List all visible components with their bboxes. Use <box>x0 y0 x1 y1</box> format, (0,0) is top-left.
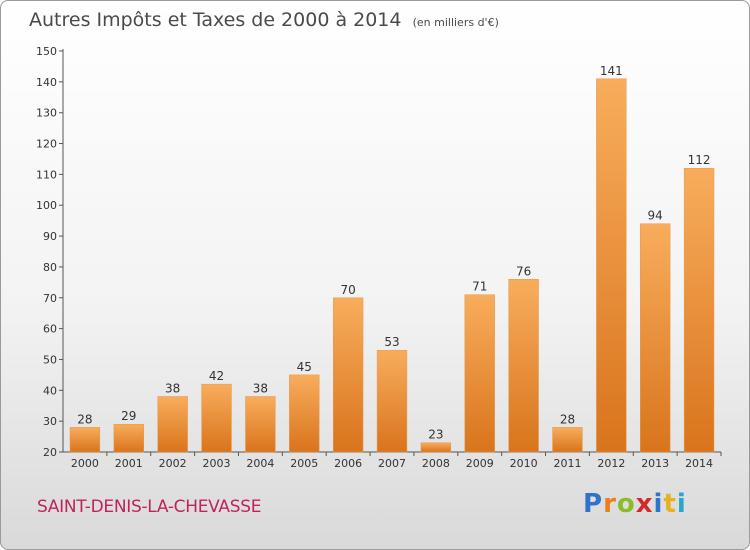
bar <box>69 427 101 453</box>
logo-letter: x <box>635 489 654 519</box>
y-tick-label: 110 <box>36 168 57 181</box>
y-tick-label: 70 <box>43 292 57 305</box>
logo-letter: t <box>663 489 677 519</box>
x-tick-label: 2005 <box>290 457 318 470</box>
x-tick-label: 2008 <box>422 457 450 470</box>
bar <box>157 396 188 453</box>
y-tick-label: 80 <box>43 261 57 274</box>
y-tick-label: 140 <box>36 76 57 89</box>
y-tick-label: 30 <box>43 415 57 428</box>
bar <box>508 279 539 453</box>
bar <box>683 167 715 453</box>
y-tick-label: 130 <box>36 107 57 120</box>
x-tick-label: 2000 <box>71 457 99 470</box>
x-tick-label: 2006 <box>334 457 362 470</box>
bar-value-label: 42 <box>209 369 224 383</box>
x-tick-label: 2012 <box>597 457 625 470</box>
x-tick-label: 2014 <box>685 457 713 470</box>
bar-value-label: 45 <box>297 360 312 374</box>
bar <box>245 396 276 453</box>
y-axis: 20 30 40 50 60 70 80 90 100 110 120 130 140 150 <box>36 45 64 459</box>
chart-title: Autres Impôts et Taxes de 2000 à 2014 <box>29 9 402 31</box>
bar-value-label: 53 <box>384 335 399 349</box>
logo-letter: o <box>616 489 636 519</box>
commune-name: SAINT-DENIS-LA-CHEVASSE <box>37 497 262 517</box>
bar <box>201 383 232 453</box>
y-tick-label: 60 <box>43 323 57 336</box>
bar-value-label: 38 <box>165 381 180 395</box>
bar-value-label: 141 <box>600 64 623 78</box>
bar-value-label: 23 <box>428 428 443 442</box>
logo-letter: i <box>676 489 687 519</box>
x-axis: 2000 2001 2002 2003 2004 2005 2006 2007 2008 2009… <box>63 451 722 470</box>
bar-value-label: 76 <box>516 264 531 278</box>
bar <box>464 294 495 453</box>
bar-value-label: 28 <box>77 412 92 426</box>
bar <box>376 349 408 453</box>
bar <box>596 78 627 453</box>
chart-unit: (en milliers d'€) <box>412 16 499 29</box>
bar <box>552 427 583 453</box>
y-tick-label: 150 <box>36 45 57 58</box>
bars: 28 29 38 42 38 45 70 53 23 71 76 28 141 94 112 <box>69 64 715 453</box>
proxiti-logo: Proxiti <box>583 489 687 519</box>
bar-value-label: 29 <box>121 409 136 423</box>
bar <box>332 297 364 453</box>
bar-value-label: 28 <box>560 412 575 426</box>
y-tick-label: 120 <box>36 138 57 151</box>
logo-letter: P <box>583 489 604 519</box>
y-tick-label: 40 <box>43 384 57 397</box>
y-tick-label: 90 <box>43 230 57 243</box>
y-tick-label: 20 <box>43 446 57 459</box>
x-tick-label: 2002 <box>159 457 187 470</box>
x-tick-label: 2001 <box>115 457 143 470</box>
x-tick-label: 2013 <box>641 457 669 470</box>
bar-value-label: 70 <box>340 283 355 297</box>
x-tick-label: 2004 <box>246 457 274 470</box>
bar <box>289 374 320 453</box>
x-tick-label: 2007 <box>378 457 406 470</box>
x-tick-label: 2011 <box>553 457 581 470</box>
bar-value-label: 38 <box>253 381 268 395</box>
y-tick-label: 50 <box>43 353 57 366</box>
logo-letter: r <box>603 489 617 519</box>
x-tick-label: 2003 <box>203 457 231 470</box>
bar-value-label: 71 <box>472 280 487 294</box>
bar <box>640 223 671 453</box>
x-tick-label: 2009 <box>466 457 494 470</box>
chart-title-line: Autres Impôts et Taxes de 2000 à 2014 (e… <box>29 9 499 31</box>
bar-value-label: 112 <box>688 153 711 167</box>
bar-value-label: 94 <box>648 209 663 223</box>
logo-letter: i <box>653 489 664 519</box>
y-tick-label: 100 <box>36 199 57 212</box>
x-tick-label: 2010 <box>510 457 538 470</box>
bar <box>420 442 452 453</box>
bar <box>113 423 144 453</box>
